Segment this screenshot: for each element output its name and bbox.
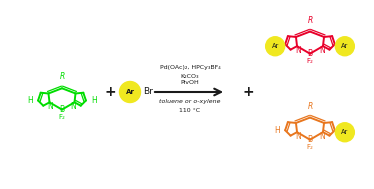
Text: 110 °C: 110 °C <box>180 108 200 112</box>
Text: Ar: Ar <box>341 129 349 135</box>
Circle shape <box>120 81 141 102</box>
Text: F₂: F₂ <box>307 144 313 150</box>
Text: +: + <box>104 85 116 99</box>
Text: N: N <box>295 46 301 55</box>
Text: Ar: Ar <box>126 89 134 95</box>
Text: Ar: Ar <box>272 43 279 49</box>
Text: F₂: F₂ <box>307 58 313 64</box>
Circle shape <box>335 37 354 56</box>
Text: Pd(OAc)₂, HPCy₃BF₄: Pd(OAc)₂, HPCy₃BF₄ <box>160 66 220 70</box>
Circle shape <box>335 123 354 142</box>
Text: N: N <box>71 102 76 111</box>
Text: H: H <box>274 126 280 135</box>
Text: PivOH: PivOH <box>181 81 199 85</box>
Text: N: N <box>47 102 53 111</box>
Text: R: R <box>307 15 313 25</box>
Text: Br: Br <box>143 88 153 97</box>
Text: B: B <box>59 105 65 114</box>
Text: H: H <box>91 96 97 105</box>
Text: K₂CO₃: K₂CO₃ <box>181 74 199 78</box>
Text: R: R <box>307 101 313 111</box>
Text: N: N <box>319 132 325 141</box>
Text: F₂: F₂ <box>59 114 65 120</box>
Text: N: N <box>295 132 301 141</box>
Text: Ar: Ar <box>341 43 349 49</box>
Text: B: B <box>307 49 313 58</box>
Text: B: B <box>307 135 313 144</box>
Text: H: H <box>27 96 33 105</box>
Circle shape <box>266 37 285 56</box>
Text: toluene or o-xylene: toluene or o-xylene <box>159 99 221 105</box>
Text: N: N <box>319 46 325 55</box>
Text: +: + <box>242 85 254 99</box>
Text: R: R <box>59 72 65 81</box>
